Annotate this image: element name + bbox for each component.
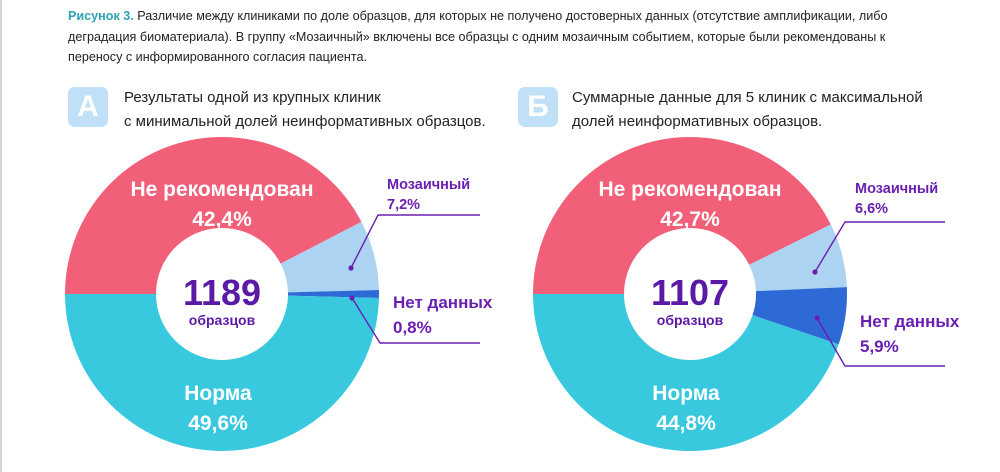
chart-b-total-unit: образцов [657, 312, 724, 328]
chart-b-label-normal-value: 44,8% [656, 412, 716, 435]
chart-a-label-not-recommended-value: 42,4% [192, 208, 252, 231]
chart-b-label-mosaic-value: 6,6% [855, 201, 888, 217]
chart-b-label-no-data-value: 5,9% [860, 337, 899, 356]
chart-a-label-no-data-value: 0,8% [393, 318, 432, 337]
chart-b-slice-normal [533, 294, 839, 451]
chart-a-label-not-recommended-name: Не рекомендован [130, 178, 313, 201]
chart-a-label-normal-name: Норма [184, 382, 252, 405]
chart-a-leader-no-data [351, 297, 480, 344]
chart-a-slice-normal [65, 294, 379, 452]
panel-a-title-line2: с минимальной долей неинформативных обра… [124, 113, 486, 130]
chart-b-slice-mosaic [749, 224, 847, 292]
panel-a-title: Результаты одной из крупных клиник с мин… [124, 86, 504, 134]
panel-a-title-line1: Результаты одной из крупных клиник [124, 89, 381, 106]
panel-b-title-line2: долей неинформативных образцов. [572, 113, 823, 130]
chart-b-label-normal-name: Норма [652, 382, 720, 405]
chart-a-label-mosaic-value: 7,2% [387, 197, 420, 213]
panel-a-badge: А [68, 87, 108, 127]
chart-b-leader-dot-no-data [814, 315, 820, 321]
chart-b-label-not-recommended-name: Не рекомендован [598, 178, 781, 201]
panel-b-title: Суммарные данные для 5 клиник с максимал… [572, 86, 952, 134]
chart-b-total: 1107 [651, 272, 729, 313]
chart-b-slice-not-recommended [533, 137, 831, 294]
chart-a-total-unit: образцов [189, 312, 256, 328]
chart-a-label-no-data-name: Нет данных [393, 293, 493, 312]
chart-b-leader-dot-mosaic [812, 269, 818, 275]
chart-a-slice-no-data [287, 290, 380, 298]
chart-b-label-not-recommended-value: 42,7% [660, 208, 720, 231]
left-border [0, 0, 2, 472]
chart-b-label-no-data-name: Нет данных [860, 312, 960, 331]
chart-a-leader-dot-mosaic [348, 265, 354, 271]
chart-b-leader-mosaic [814, 221, 945, 273]
chart-a-total: 1189 [183, 272, 261, 313]
panel-b-badge: Б [518, 87, 558, 127]
chart-b-leader-no-data [816, 317, 945, 367]
chart-b-label-mosaic-name: Мозаичный [855, 181, 938, 197]
chart-a-label-normal-value: 49,6% [188, 412, 248, 435]
caption-label: Рисунок 3. [68, 9, 134, 23]
chart-a-leader-dot-no-data [349, 295, 355, 301]
chart-a-label-mosaic-name: Мозаичный [387, 177, 470, 193]
figure-caption: Рисунок 3. Различие между клиниками по д… [68, 6, 928, 68]
panel-b-title-line1: Суммарные данные для 5 клиник с максимал… [572, 89, 923, 106]
caption-text: Различие между клиниками по доле образцо… [68, 9, 888, 64]
chart-a-slice-mosaic [280, 221, 379, 293]
chart-a-slice-not-recommended [65, 136, 362, 294]
chart-a-leader-mosaic [350, 214, 480, 269]
